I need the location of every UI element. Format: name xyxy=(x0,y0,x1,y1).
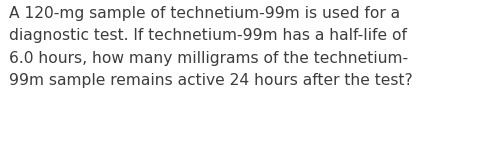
Text: A 120-mg sample of technetium-99m is used for a
diagnostic test. If technetium-9: A 120-mg sample of technetium-99m is use… xyxy=(9,6,412,88)
